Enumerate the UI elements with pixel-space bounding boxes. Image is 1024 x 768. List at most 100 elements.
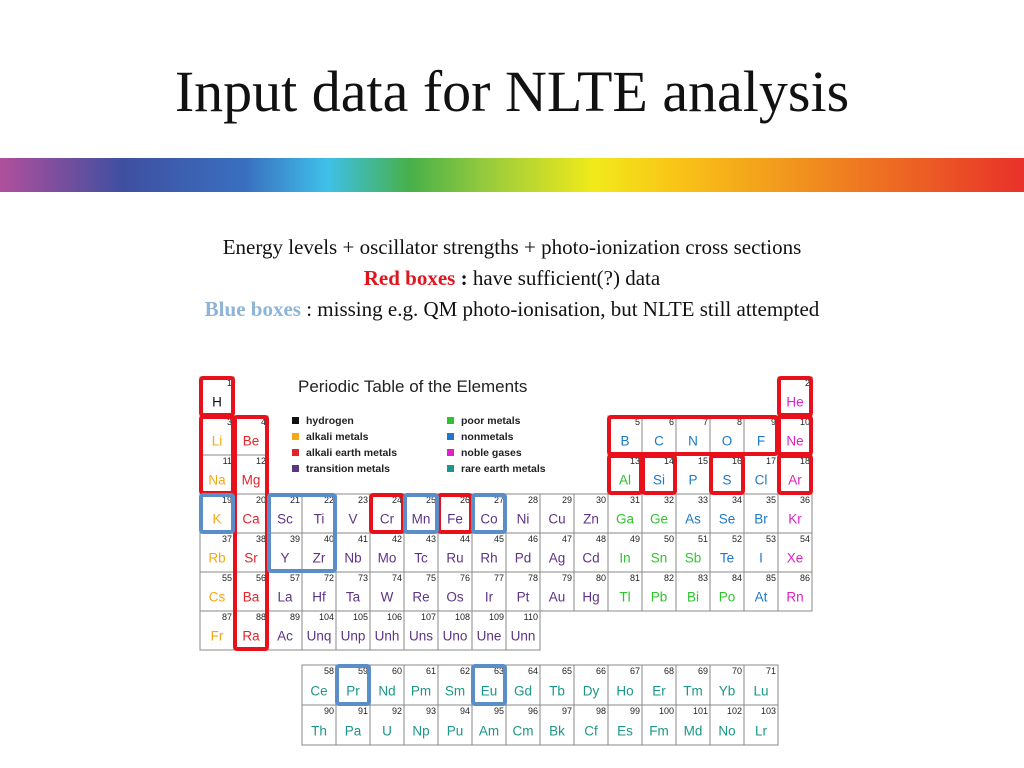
element-cell [505,532,541,573]
element-symbol: Si [653,473,665,488]
element-symbol: Cm [513,723,534,738]
legend-label: rare earth metals [461,463,546,475]
atomic-number: 74 [392,573,402,583]
element-cell [301,610,337,651]
highlight-box [709,454,745,495]
atomic-number: 7 [703,417,708,427]
intro-line: Blue boxes : missing e.g. QM photo-ionis… [0,297,1024,322]
atomic-number: 110 [524,612,538,622]
element-cell [437,610,473,651]
element-symbol: O [722,434,733,449]
element-symbol: He [786,395,803,410]
element-cell [301,571,337,612]
legend-swatch [447,465,454,472]
atomic-number: 24 [392,495,402,505]
atomic-number: 16 [732,456,742,466]
legend-label: alkali metals [306,431,369,443]
atomic-number: 70 [732,666,742,676]
atomic-number: 53 [766,534,776,544]
legend-label: alkali earth metals [306,447,397,459]
element-symbol: Gd [514,683,532,698]
atomic-number: 72 [324,573,334,583]
atomic-number: 36 [800,495,810,505]
atomic-number: 10 [800,417,810,427]
atomic-number: 96 [528,706,538,716]
atomic-number: 64 [528,666,538,676]
element-symbol: Ar [788,473,802,488]
atomic-number: 106 [387,612,402,622]
element-cell [471,532,507,573]
element-cell [539,704,575,746]
element-symbol: Pt [517,590,530,605]
element-symbol: Fr [211,629,224,644]
element-cell [199,571,235,612]
element-symbol: Ti [314,512,325,527]
element-symbol: At [755,590,768,605]
element-symbol: Ge [650,512,668,527]
atomic-number: 41 [358,534,368,544]
atomic-number: 3 [227,417,232,427]
table-title: Periodic Table of the Elements [298,377,527,396]
element-cell [335,610,371,651]
element-symbol: Zr [313,551,326,566]
element-symbol: Al [619,473,631,488]
element-cell [539,532,575,573]
legend-label: nonmetals [461,431,514,443]
element-cell [505,493,541,534]
element-symbol: Y [280,551,289,566]
atomic-number: 19 [222,495,232,505]
element-symbol: Mo [378,551,397,566]
separator: : [460,266,468,290]
highlight-box [777,376,813,417]
element-symbol: Cs [209,590,226,605]
atomic-number: 27 [494,495,504,505]
atomic-number: 101 [693,706,708,716]
element-symbol: Ga [616,512,635,527]
element-symbol: Cl [755,473,768,488]
atomic-number: 68 [664,666,674,676]
legend-swatch [292,417,299,424]
element-cell [777,571,813,612]
element-symbol: Am [479,723,499,738]
atomic-number: 76 [460,573,470,583]
element-symbol: Kr [788,512,802,527]
element-symbol: F [757,434,765,449]
atomic-number: 5 [635,417,640,427]
element-cell [471,704,507,746]
element-symbol: H [212,395,222,410]
atomic-number: 8 [737,417,742,427]
element-symbol: Rb [208,551,225,566]
atomic-number: 38 [256,534,266,544]
element-symbol: Te [720,551,734,566]
element-symbol: Lr [755,723,768,738]
element-cell [233,532,269,573]
element-symbol: P [688,473,697,488]
element-cell [743,664,779,706]
element-cell [437,493,473,534]
element-cell [777,532,813,573]
element-symbol: Rh [480,551,497,566]
atomic-number: 2 [805,378,810,388]
element-cell [301,704,337,746]
element-cell [369,610,405,651]
atomic-number: 32 [664,495,674,505]
element-symbol: Bi [687,590,699,605]
atomic-number: 78 [528,573,538,583]
atomic-number: 48 [596,534,606,544]
atomic-number: 91 [358,706,368,716]
element-symbol: Br [754,512,768,527]
atomic-number: 89 [290,612,300,622]
atomic-number: 44 [460,534,470,544]
element-symbol: Rn [786,590,803,605]
element-symbol: Pd [515,551,532,566]
element-cell [675,415,711,456]
atomic-number: 94 [460,706,470,716]
element-cell [675,571,711,612]
element-symbol: Es [617,723,633,738]
element-cell [641,571,677,612]
highlight-box [267,493,337,573]
atomic-number: 15 [698,456,708,466]
element-symbol: Ra [242,629,260,644]
atomic-number: 73 [358,573,368,583]
atomic-number: 37 [222,534,232,544]
